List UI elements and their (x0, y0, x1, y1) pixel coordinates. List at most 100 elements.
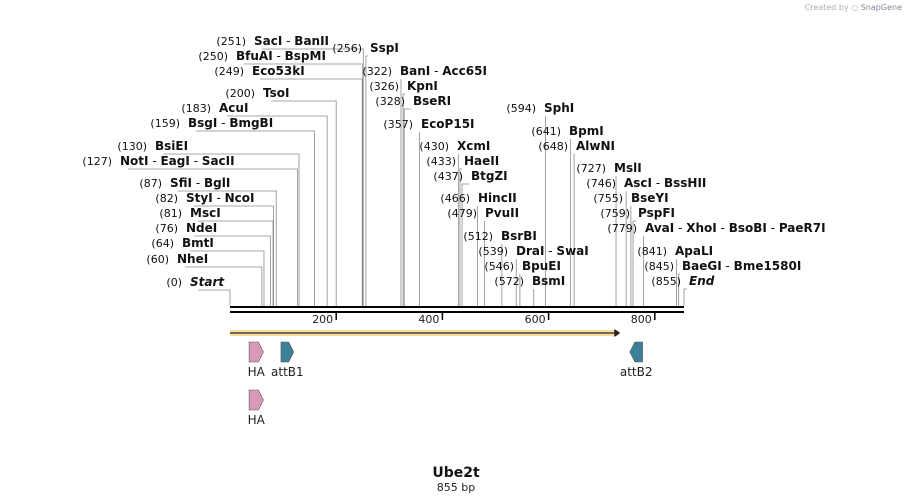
enzyme-pspfi[interactable]: PspFI (638, 206, 675, 220)
enzyme-xhoi[interactable]: XhoI (686, 221, 717, 235)
site-label-bsgi-bmgbi[interactable]: BsgI - BmgBI (188, 116, 273, 130)
enzyme-noti[interactable]: NotI (120, 154, 149, 168)
site-label-ndei[interactable]: NdeI (186, 221, 217, 235)
site-label-noti-eagi-sacii[interactable]: NotI - EagI - SacII (120, 154, 235, 168)
site-position-bfuai-bspmi: (250) (198, 50, 228, 63)
enzyme-bsrbi[interactable]: BsrBI (501, 229, 537, 243)
enzyme-start[interactable]: Start (190, 275, 225, 289)
enzyme-kpni[interactable]: KpnI (407, 79, 438, 93)
enzyme-bsmi[interactable]: BsmI (532, 274, 565, 288)
enzyme-msci[interactable]: MscI (190, 206, 221, 220)
enzyme-ndei[interactable]: NdeI (186, 221, 217, 235)
enzyme-styi[interactable]: StyI (186, 191, 213, 205)
enzyme-bseri[interactable]: BseRI (413, 94, 451, 108)
enzyme-eagi[interactable]: EagI (160, 154, 189, 168)
enzyme-btgzi[interactable]: BtgZI (471, 169, 508, 183)
enzyme-end[interactable]: End (689, 274, 715, 288)
enzyme-tsoi[interactable]: TsoI (263, 86, 289, 100)
enzyme-apali[interactable]: ApaLI (675, 244, 713, 258)
enzyme-eco53ki[interactable]: Eco53kI (252, 64, 305, 78)
enzyme-bpuei[interactable]: BpuEI (522, 259, 561, 273)
feature-attb1-1[interactable] (280, 341, 295, 363)
enzyme-ecop15i[interactable]: EcoP15I (421, 117, 475, 131)
site-label-alwni[interactable]: AlwNI (576, 139, 615, 153)
feature-attb2-2[interactable] (629, 341, 643, 363)
enzyme-ncoi[interactable]: NcoI (225, 191, 255, 205)
site-label-pvuii[interactable]: PvuII (485, 206, 519, 220)
enzyme-paer7i[interactable]: PaeR7I (779, 221, 826, 235)
site-label-eco53ki[interactable]: Eco53kI (252, 64, 305, 78)
site-label-bpuei[interactable]: BpuEI (522, 259, 561, 273)
enzyme-bfuai[interactable]: BfuAI (236, 49, 273, 63)
enzyme-baegi[interactable]: BaeGI (682, 259, 722, 273)
site-label-msli[interactable]: MslI (614, 161, 642, 175)
enzyme-haeii[interactable]: HaeII (464, 154, 499, 168)
site-label-msci[interactable]: MscI (190, 206, 221, 220)
enzyme-bmti[interactable]: BmtI (182, 236, 214, 250)
site-label-sspi[interactable]: SspI (370, 41, 399, 55)
enzyme-nhei[interactable]: NheI (177, 252, 208, 266)
site-label-asci-bsshii[interactable]: AscI - BssHII (624, 176, 706, 190)
enzyme-drai[interactable]: DraI (516, 244, 544, 258)
site-label-bmti[interactable]: BmtI (182, 236, 214, 250)
enzyme-alwni[interactable]: AlwNI (576, 139, 615, 153)
site-label-haeii[interactable]: HaeII (464, 154, 499, 168)
site-label-tsoi[interactable]: TsoI (263, 86, 289, 100)
enzyme-avai[interactable]: AvaI (645, 221, 674, 235)
enzyme-sphi[interactable]: SphI (544, 101, 574, 115)
enzyme-banii[interactable]: BanII (294, 34, 329, 48)
site-label-pspfi[interactable]: PspFI (638, 206, 675, 220)
site-label-hincii[interactable]: HincII (478, 191, 517, 205)
site-label-end[interactable]: End (689, 274, 715, 288)
enzyme-hincii[interactable]: HincII (478, 191, 517, 205)
site-label-acui[interactable]: AcuI (219, 101, 248, 115)
site-label-bfuai-bspmi[interactable]: BfuAI - BspMI (236, 49, 326, 63)
feature-ha-0[interactable] (248, 341, 264, 363)
enzyme-bsiei[interactable]: BsiEI (155, 139, 188, 153)
site-label-bsiei[interactable]: BsiEI (155, 139, 188, 153)
enzyme-bsgi[interactable]: BsgI (188, 116, 217, 130)
site-label-saci-banii[interactable]: SacI - BanII (254, 34, 329, 48)
site-label-apali[interactable]: ApaLI (675, 244, 713, 258)
enzyme-sspi[interactable]: SspI (370, 41, 399, 55)
site-label-bpmi[interactable]: BpmI (569, 124, 604, 138)
site-label-bani-acc65i[interactable]: BanI - Acc65I (400, 64, 487, 78)
enzyme-xcmi[interactable]: XcmI (457, 139, 490, 153)
enzyme-bsobi[interactable]: BsoBI (729, 221, 767, 235)
enzyme-pvuii[interactable]: PvuII (485, 206, 519, 220)
enzyme-bseyi[interactable]: BseYI (631, 191, 669, 205)
enzyme-bpmi[interactable]: BpmI (569, 124, 604, 138)
site-label-sphi[interactable]: SphI (544, 101, 574, 115)
enzyme-bgli[interactable]: BglI (204, 176, 230, 190)
site-label-styi-ncoi[interactable]: StyI - NcoI (186, 191, 255, 205)
site-label-bsmi[interactable]: BsmI (532, 274, 565, 288)
enzyme-swai[interactable]: SwaI (556, 244, 588, 258)
enzyme-acui[interactable]: AcuI (219, 101, 248, 115)
feature-ha-3[interactable] (248, 389, 264, 411)
enzyme-acc65i[interactable]: Acc65I (442, 64, 487, 78)
enzyme-bsshii[interactable]: BssHII (664, 176, 706, 190)
orf-arrow[interactable] (230, 329, 621, 337)
enzyme-saci[interactable]: SacI (254, 34, 282, 48)
enzyme-sacii[interactable]: SacII (202, 154, 235, 168)
site-label-sfii-bgli[interactable]: SfiI - BglI (170, 176, 230, 190)
site-label-xcmi[interactable]: XcmI (457, 139, 490, 153)
enzyme-bani[interactable]: BanI (400, 64, 430, 78)
site-label-nhei[interactable]: NheI (177, 252, 208, 266)
enzyme-bspmi[interactable]: BspMI (285, 49, 326, 63)
site-label-avai-xhoi-bsobi-paer7i[interactable]: AvaI - XhoI - BsoBI - PaeR7I (645, 221, 826, 235)
site-label-btgzi[interactable]: BtgZI (471, 169, 508, 183)
site-label-bsrbi[interactable]: BsrBI (501, 229, 537, 243)
site-label-ecop15i[interactable]: EcoP15I (421, 117, 475, 131)
enzyme-bmgbi[interactable]: BmgBI (229, 116, 273, 130)
site-label-kpni[interactable]: KpnI (407, 79, 438, 93)
enzyme-sfii[interactable]: SfiI (170, 176, 192, 190)
enzyme-asci[interactable]: AscI (624, 176, 652, 190)
enzyme-msli[interactable]: MslI (614, 161, 642, 175)
enzyme-bme1580i[interactable]: Bme1580I (734, 259, 802, 273)
site-label-drai-swai[interactable]: DraI - SwaI (516, 244, 589, 258)
site-label-baegi-bme1580i[interactable]: BaeGI - Bme1580I (682, 259, 801, 273)
site-label-start[interactable]: Start (190, 275, 225, 289)
site-label-bseri[interactable]: BseRI (413, 94, 451, 108)
site-label-bseyi[interactable]: BseYI (631, 191, 669, 205)
